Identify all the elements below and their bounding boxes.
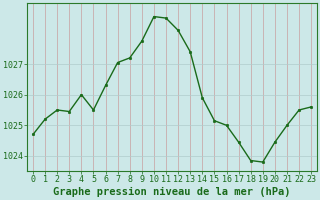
X-axis label: Graphe pression niveau de la mer (hPa): Graphe pression niveau de la mer (hPa) bbox=[53, 187, 291, 197]
